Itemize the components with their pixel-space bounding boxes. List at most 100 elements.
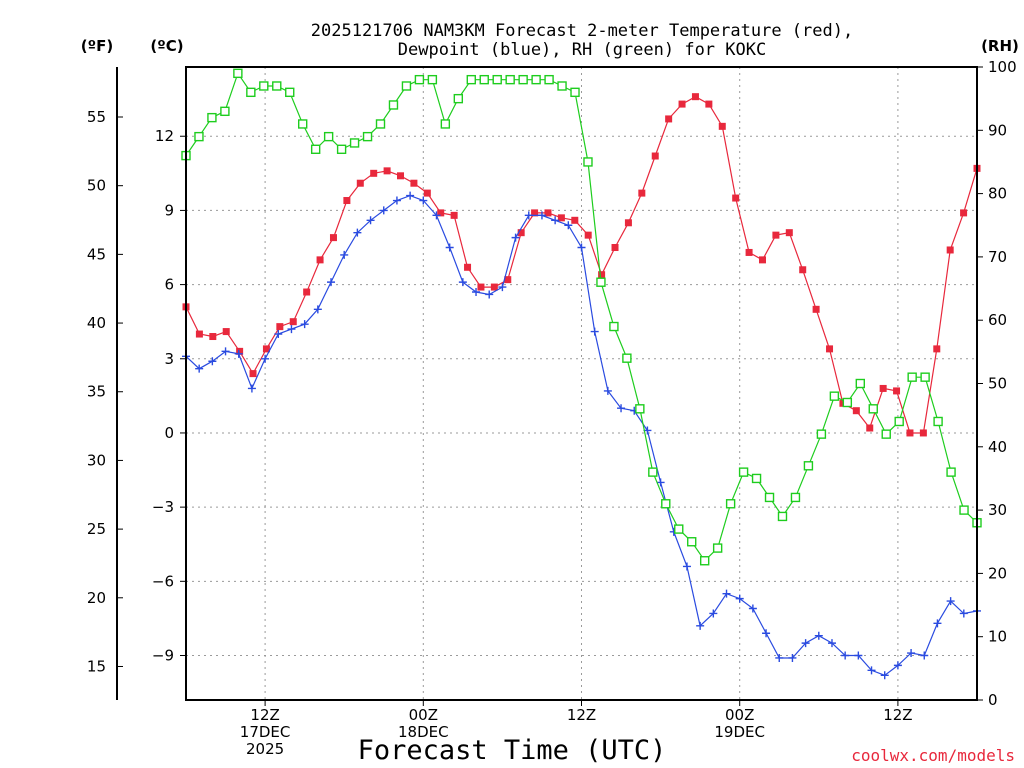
dewpoint-point [274, 330, 283, 339]
rh-point [207, 112, 217, 123]
time-tick-label: 19DEC [714, 723, 765, 741]
dewpoint-point [841, 651, 850, 660]
dewpoint-point [854, 651, 863, 660]
dewpoint-point [313, 305, 322, 314]
temperature-point [195, 330, 203, 338]
rh-point [401, 81, 412, 91]
temperature-point [289, 318, 297, 326]
rh-point [596, 277, 606, 287]
rh-point [298, 119, 308, 129]
rh-tick-label: 90 [988, 121, 1007, 139]
rh-tick-label: 60 [988, 311, 1007, 329]
time-tick-label: 12Z [883, 706, 912, 724]
temperature-point [383, 167, 391, 175]
rh-tick-label: 10 [988, 628, 1007, 646]
dewpoint-point [221, 347, 230, 356]
temperature-point [705, 100, 713, 108]
temperature-point [276, 323, 284, 331]
dewpoint-point [696, 621, 705, 630]
temperature-point [799, 266, 807, 274]
temperature-point [879, 384, 887, 392]
rh-point [492, 74, 502, 85]
rh-tick-label: 20 [988, 564, 1007, 582]
dewpoint-point [617, 404, 626, 413]
celsius-tick-label: −9 [152, 646, 174, 664]
temperature-point [262, 345, 270, 353]
dewpoint-point [472, 288, 481, 297]
dewpoint-point [353, 228, 362, 237]
rh-point [725, 499, 736, 509]
rh-point [920, 372, 930, 382]
time-tick-label: 00Z [409, 706, 438, 724]
rh-point [894, 416, 904, 427]
celsius-tick-label: 3 [164, 350, 174, 368]
rh-unit-label: (RH) [981, 37, 1019, 55]
dewpoint-point [445, 243, 454, 252]
dewpoint-point [261, 354, 270, 363]
fahrenheit-tick-label: 55 [87, 108, 106, 126]
dewpoint-point [762, 629, 771, 638]
rh-point [959, 505, 969, 515]
temperature-point [678, 100, 686, 108]
rh-point [829, 391, 840, 401]
temperature-point [960, 209, 968, 217]
dewpoint-point [682, 562, 691, 571]
rh-point [220, 106, 230, 117]
temperature-point [356, 179, 364, 187]
dewpoint-point [735, 594, 744, 603]
dewpoint-point [340, 250, 349, 259]
rh-point [609, 321, 619, 332]
dewpoint-point [748, 604, 757, 613]
rh-point [933, 416, 943, 427]
temperature-point [343, 197, 351, 205]
dewpoint-point [907, 649, 916, 658]
time-tick-label: 17DEC [240, 723, 291, 741]
temperature-point [933, 345, 941, 353]
rh-point [738, 467, 749, 477]
temperature-point [544, 209, 552, 217]
dewpoint-point [419, 196, 428, 205]
rh-point [388, 100, 399, 110]
dewpoint-point [893, 661, 902, 670]
dewpoint-point [537, 211, 546, 220]
dewpoint-point [867, 666, 876, 675]
dewpoint-point [195, 364, 204, 373]
rh-point [790, 492, 801, 503]
dewpoint-point [287, 325, 296, 334]
temperature-point [598, 271, 606, 279]
rh-point [466, 74, 476, 85]
fahrenheit-tick-label: 30 [87, 451, 106, 469]
rh-point [336, 144, 347, 154]
rh-point [674, 524, 684, 534]
rh-point [751, 473, 762, 484]
fahrenheit-tick-label: 20 [87, 589, 106, 607]
temperature-point [651, 152, 659, 160]
dewpoint-point [946, 597, 955, 606]
chart-title-line-1: 2025121706 NAM3KM Forecast 2-meter Tempe… [311, 21, 853, 41]
temperature-point [477, 283, 485, 291]
dewpoint-point [880, 671, 889, 680]
dewpoint-point [827, 639, 836, 648]
time-tick-label: 12Z [250, 706, 279, 724]
x-axis-title: Forecast Time (UTC) [358, 735, 667, 766]
celsius-tick-label: 12 [155, 127, 174, 145]
temperature-point [410, 179, 418, 187]
rh-point [233, 68, 243, 79]
rh-tick-label: 70 [988, 248, 1007, 266]
rh-tick-label: 100 [988, 58, 1017, 76]
temperature-point [919, 429, 927, 437]
rh-tick-label: 0 [988, 691, 998, 709]
rh-point [699, 556, 710, 566]
dewpoint-point [709, 609, 718, 618]
dewpoint-point [801, 639, 810, 648]
temperature-point [209, 333, 217, 341]
dewpoint-point [379, 206, 388, 215]
time-tick-label: 00Z [725, 706, 754, 724]
time-tick-label: 2025 [246, 740, 284, 758]
dewpoint-point [247, 384, 256, 393]
rh-point [246, 87, 256, 98]
temperature-point [249, 370, 257, 378]
temperature-point [517, 229, 525, 237]
rh-point [349, 138, 360, 148]
rh-point [531, 74, 541, 85]
